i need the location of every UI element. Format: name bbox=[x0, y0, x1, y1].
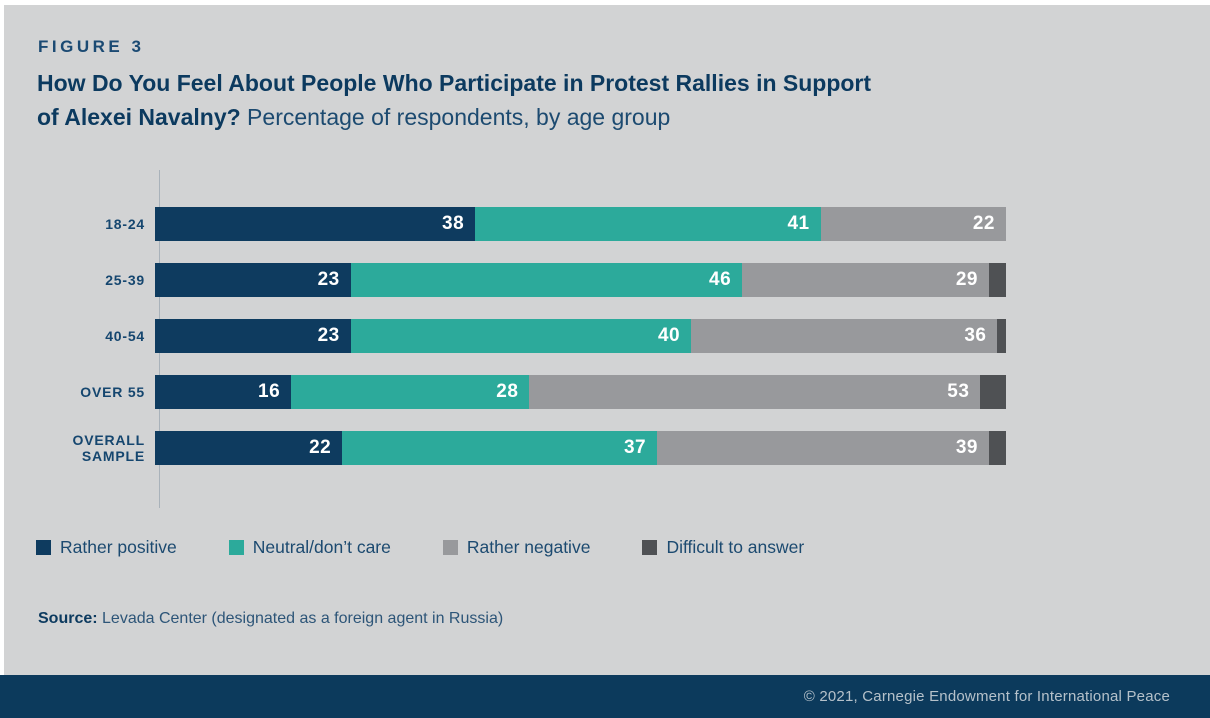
chart-subtitle: Percentage of respondents, by age group bbox=[240, 104, 671, 130]
chart-legend: Rather positive Neutral/don’t care Rather … bbox=[36, 537, 804, 558]
bar-row: 40-54 23 40 36 bbox=[0, 319, 1012, 353]
bar-segment-difficult-to-answer bbox=[997, 319, 1006, 353]
source-text: Levada Center (designated as a foreign a… bbox=[97, 610, 504, 627]
stacked-bar-chart: 18-24 38 41 22 25-39 23 46 29 40-54 23 40 36 OVER 55… bbox=[0, 170, 1210, 510]
bar-segment-rather-negative: 22 bbox=[820, 207, 1006, 241]
legend-label: Neutral/don’t care bbox=[252, 537, 391, 557]
bar-segment-difficult-to-answer bbox=[988, 263, 1006, 297]
bar-segment-neutral-dont-care: 41 bbox=[475, 207, 821, 241]
bar-segment-rather-positive: 38 bbox=[155, 207, 476, 241]
figure-label: FIGURE 3 bbox=[38, 37, 145, 56]
bar-segment-rather-positive: 16 bbox=[155, 375, 292, 409]
legend-item-difficult-to-answer: Difficult to answer bbox=[642, 537, 804, 558]
legend-label: Rather positive bbox=[60, 537, 177, 557]
segment-value: 41 bbox=[787, 213, 810, 234]
copyright-text: © 2021, Carnegie Endowment for Internati… bbox=[803, 688, 1170, 705]
bar-row: 25-39 23 46 29 bbox=[0, 263, 1012, 297]
bar-row: OVER 55 16 28 53 bbox=[0, 375, 1012, 409]
bar-track: 22 37 39 bbox=[155, 431, 1006, 465]
segment-value: 39 bbox=[955, 437, 978, 458]
segment-value: 23 bbox=[317, 325, 340, 346]
bar-row: OVERALL SAMPLE 22 37 39 bbox=[0, 431, 1012, 465]
legend-label: Rather negative bbox=[466, 537, 591, 557]
legend-swatch-neutral-dont-care bbox=[228, 540, 244, 555]
legend-swatch-rather-positive bbox=[36, 540, 51, 555]
legend-item-rather-negative: Rather negative bbox=[442, 537, 591, 558]
bar-segment-rather-negative: 53 bbox=[529, 375, 981, 409]
footer-band: © 2021, Carnegie Endowment for Internati… bbox=[0, 675, 1210, 718]
bar-track: 23 46 29 bbox=[155, 263, 1006, 297]
bar-segment-neutral-dont-care: 37 bbox=[342, 431, 658, 465]
segment-value: 29 bbox=[955, 269, 978, 290]
chart-title: How Do You Feel About People Who Partici… bbox=[37, 66, 1037, 134]
legend-swatch-rather-negative bbox=[442, 540, 458, 555]
segment-value: 38 bbox=[442, 213, 465, 234]
bar-segment-rather-negative: 29 bbox=[742, 263, 989, 297]
category-label: 18-24 bbox=[105, 216, 145, 232]
segment-value: 36 bbox=[964, 325, 987, 346]
source-label: Source: bbox=[38, 610, 98, 627]
bar-segment-rather-positive: 23 bbox=[155, 263, 351, 297]
bar-segment-rather-positive: 23 bbox=[155, 319, 351, 353]
page-background bbox=[4, 5, 1210, 718]
segment-value: 28 bbox=[496, 381, 519, 402]
segment-value: 16 bbox=[258, 381, 281, 402]
segment-value: 53 bbox=[947, 381, 970, 402]
legend-item-rather-positive: Rather positive bbox=[36, 537, 177, 558]
bar-track: 23 40 36 bbox=[155, 319, 1006, 353]
bar-segment-difficult-to-answer bbox=[988, 431, 1006, 465]
segment-value: 23 bbox=[317, 269, 340, 290]
legend-label: Difficult to answer bbox=[666, 537, 805, 557]
bar-segment-rather-positive: 22 bbox=[155, 431, 343, 465]
legend-item-neutral-dont-care: Neutral/don’t care bbox=[228, 537, 391, 558]
chart-title-bold-line2: of Alexei Navalny? bbox=[37, 104, 241, 130]
category-label: 25-39 bbox=[105, 272, 145, 288]
segment-value: 40 bbox=[657, 325, 681, 346]
source-note: Source: Levada Center (designated as a f… bbox=[38, 610, 503, 628]
category-label: OVER 55 bbox=[80, 384, 145, 400]
bar-track: 38 41 22 bbox=[155, 207, 1006, 241]
category-label: 40-54 bbox=[105, 328, 145, 344]
category-label: OVERALL SAMPLE bbox=[72, 432, 145, 464]
bar-rows: 18-24 38 41 22 25-39 23 46 29 40-54 23 40 36 OVER 55… bbox=[0, 207, 1012, 487]
bar-track: 16 28 53 bbox=[155, 375, 1006, 409]
legend-swatch-difficult-to-answer bbox=[642, 540, 658, 555]
bar-segment-rather-negative: 39 bbox=[657, 431, 989, 465]
segment-value: 22 bbox=[972, 213, 995, 234]
bar-segment-neutral-dont-care: 40 bbox=[350, 319, 692, 353]
segment-value: 46 bbox=[709, 269, 732, 290]
bar-segment-difficult-to-answer bbox=[980, 375, 1006, 409]
bar-segment-neutral-dont-care: 28 bbox=[291, 375, 530, 409]
bar-row: 18-24 38 41 22 bbox=[0, 207, 1012, 241]
chart-title-bold-line1: How Do You Feel About People Who Partici… bbox=[37, 70, 872, 96]
segment-value: 37 bbox=[623, 437, 647, 458]
bar-segment-neutral-dont-care: 46 bbox=[350, 263, 743, 297]
segment-value: 22 bbox=[309, 437, 332, 458]
bar-segment-rather-negative: 36 bbox=[691, 319, 998, 353]
